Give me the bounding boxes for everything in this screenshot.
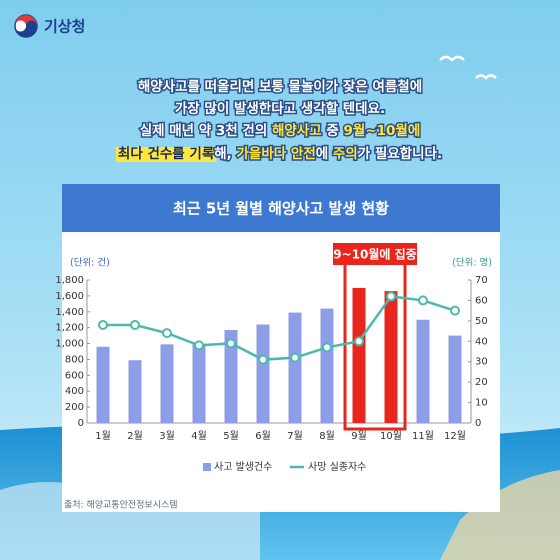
line-marker (162, 328, 172, 339)
intro-text: 해양사고를 떠올리면 보통 물놀이가 잦은 여름철에 (138, 78, 422, 95)
legend-label: 사고 발생건수 (214, 461, 272, 473)
line-marker (322, 342, 332, 353)
y-tick-label: 1,000 (55, 339, 84, 350)
y-tick-label: 1,600 (55, 291, 84, 302)
intro-text: 9월~10월에 (344, 122, 421, 139)
y-tick-label: 0 (78, 418, 84, 429)
bar (352, 287, 366, 423)
legend-label: 사망 실종자수 (308, 461, 366, 473)
chart-panel (62, 184, 500, 512)
intro-text: 주의 (333, 145, 358, 162)
intro-text: 중 (322, 123, 344, 139)
x-tick-label: 6월 (255, 430, 271, 442)
y-tick-label: 200 (65, 402, 84, 413)
x-tick-label: 9월 (351, 430, 367, 442)
x-tick-label: 12월 (444, 430, 466, 442)
y2-tick-label: 60 (475, 295, 488, 306)
x-tick-label: 11월 (412, 430, 434, 442)
logo: 기상청 (14, 14, 85, 38)
intro-text: 에 (316, 146, 333, 162)
y-tick-label: 600 (65, 370, 84, 381)
logo-text: 기상청 (44, 18, 85, 36)
bar (128, 360, 142, 423)
intro-line: 해양사고를 떠올리면 보통 물놀이가 잦은 여름철에 (138, 78, 422, 95)
bar (288, 312, 302, 423)
line-marker (130, 319, 140, 330)
bar (320, 308, 334, 423)
y-tick-label: 1,200 (55, 323, 84, 334)
bar (160, 344, 174, 423)
chart-title: 최근 5년 월별 해양사고 발생 현황 (173, 200, 389, 218)
line (103, 295, 456, 361)
x-tick-label: 2월 (127, 430, 143, 442)
source: 출처: 해양교통안전정보시스템 (64, 499, 178, 511)
y2-tick-label: 50 (475, 316, 488, 327)
annotation-box (333, 243, 417, 265)
bar (384, 291, 398, 423)
line-marker (98, 319, 108, 330)
x-tick-label: 5월 (223, 430, 239, 442)
line-marker (258, 354, 268, 365)
line-marker (354, 336, 364, 347)
text-highlight (115, 147, 217, 162)
y2-tick-label: 20 (475, 377, 488, 388)
y-tick-label: 1,800 (55, 275, 84, 286)
y-tick-label: 1,400 (55, 307, 84, 318)
chart-header (62, 184, 500, 232)
y2-tick-label: 0 (475, 418, 481, 429)
y-tick-label: 800 (65, 354, 84, 365)
x-tick-label: 1월 (95, 430, 111, 442)
intro-text: 가장 많이 발생한다고 생각할 텐데요. (175, 100, 385, 117)
reeds (440, 470, 560, 560)
intro-text: 가 필요합니다. (358, 145, 442, 162)
intro-text: 최다 건수를 기록 (118, 145, 215, 162)
x-tick-label: 8월 (319, 430, 335, 442)
bar (96, 346, 110, 423)
line-marker (450, 305, 460, 316)
y2-unit: (단위: 명) (452, 257, 492, 269)
line-marker (386, 291, 396, 302)
intro-line: 실제 매년 약 3천 건의 해양사고 중 9월~10월에 (140, 122, 421, 139)
legend-swatch (203, 463, 211, 471)
intro-text: 해양사고 (272, 122, 322, 139)
y2-tick-label: 30 (475, 357, 488, 368)
intro-text: 해, (214, 145, 236, 162)
annotation: 9~10월에 집중 (333, 247, 416, 262)
intro-text: 실제 매년 약 3천 건의 (140, 122, 272, 139)
bar (416, 319, 430, 423)
bar (224, 330, 238, 423)
intro-text: 가을바다 안전 (237, 145, 316, 162)
bar (192, 343, 206, 423)
y2-tick-label: 70 (475, 275, 488, 286)
intro-line: 최다 건수를 기록해, 가을바다 안전에 주의가 필요합니다. (118, 145, 442, 162)
y2-tick-label: 40 (475, 336, 488, 347)
y-tick-label: 400 (65, 386, 84, 397)
line-marker (290, 352, 300, 363)
y2-tick-label: 10 (475, 398, 488, 409)
line-marker (194, 340, 204, 351)
intro-line: 가장 많이 발생한다고 생각할 텐데요. (175, 100, 385, 117)
x-tick-label: 7월 (287, 430, 303, 442)
x-tick-label: 4월 (191, 430, 207, 442)
line-marker (226, 338, 236, 349)
seagulls (439, 55, 497, 80)
bar (448, 335, 462, 423)
x-tick-label: 10월 (380, 430, 402, 442)
line-marker (418, 295, 428, 306)
x-tick-label: 3월 (159, 430, 175, 442)
bar (256, 324, 270, 423)
y-unit: (단위: 건) (70, 257, 110, 269)
